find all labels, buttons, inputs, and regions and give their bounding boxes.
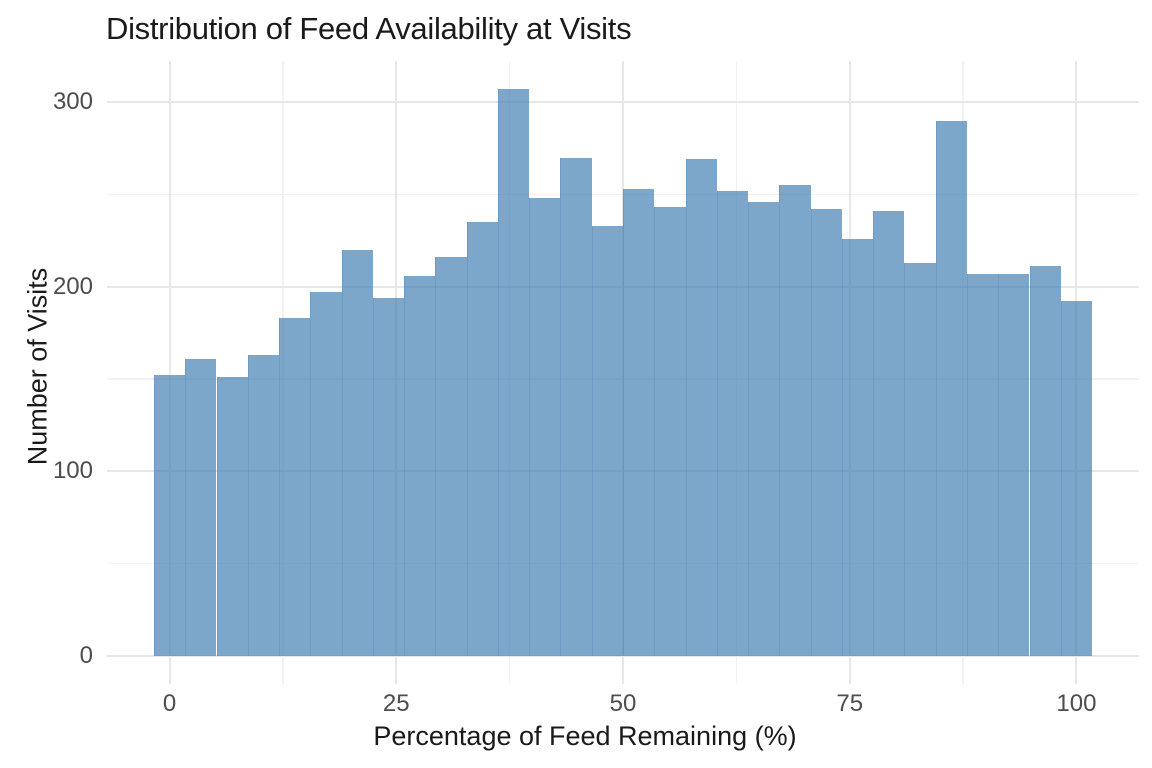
y-tick-label: 0 bbox=[79, 641, 93, 669]
x-tick-label: 0 bbox=[162, 690, 177, 717]
histogram-bar bbox=[967, 273, 999, 656]
chart-title: Distribution of Feed Availability at Vis… bbox=[106, 11, 632, 46]
x-tick-label: 50 bbox=[609, 690, 637, 717]
histogram-bar bbox=[372, 297, 405, 656]
y-tick-label: 300 bbox=[52, 88, 93, 116]
histogram-bar bbox=[216, 377, 248, 656]
histogram-bar bbox=[278, 318, 311, 656]
y-tick-label: 100 bbox=[52, 457, 93, 485]
histogram-bar bbox=[1029, 266, 1061, 656]
histogram-bar bbox=[529, 198, 561, 656]
x-tick-label: 75 bbox=[836, 690, 864, 717]
histogram-bar bbox=[591, 225, 624, 656]
histogram-bar bbox=[779, 185, 811, 656]
major-gridline-x bbox=[168, 61, 171, 684]
histogram-bar bbox=[873, 211, 905, 656]
histogram-bar bbox=[247, 354, 279, 656]
y-tick-label: 200 bbox=[52, 272, 93, 300]
histogram-bar bbox=[404, 275, 436, 656]
histogram-bar bbox=[435, 257, 467, 656]
x-tick-label: 100 bbox=[1056, 690, 1097, 717]
histogram-bar bbox=[466, 222, 498, 656]
histogram-bar bbox=[1060, 301, 1093, 656]
histogram-bar bbox=[560, 157, 592, 656]
histogram-bar bbox=[622, 188, 655, 656]
histogram-bar bbox=[310, 292, 342, 656]
histogram-bar bbox=[341, 249, 373, 656]
histogram-bar bbox=[810, 209, 842, 656]
histogram-bar bbox=[748, 201, 780, 656]
x-axis-title: Percentage of Feed Remaining (%) bbox=[373, 721, 797, 751]
histogram-bar bbox=[716, 190, 749, 656]
histogram-bar bbox=[497, 89, 530, 656]
histogram-bar bbox=[935, 120, 967, 656]
x-tick-label: 25 bbox=[382, 690, 410, 717]
plot-panel bbox=[107, 61, 1139, 684]
histogram-bar bbox=[185, 358, 217, 656]
histogram-bar bbox=[998, 273, 1030, 656]
histogram-bar bbox=[685, 159, 717, 656]
histogram-bar bbox=[904, 262, 936, 656]
histogram-bar bbox=[654, 207, 686, 656]
histogram-bar bbox=[153, 375, 186, 656]
histogram-bar bbox=[841, 238, 874, 656]
